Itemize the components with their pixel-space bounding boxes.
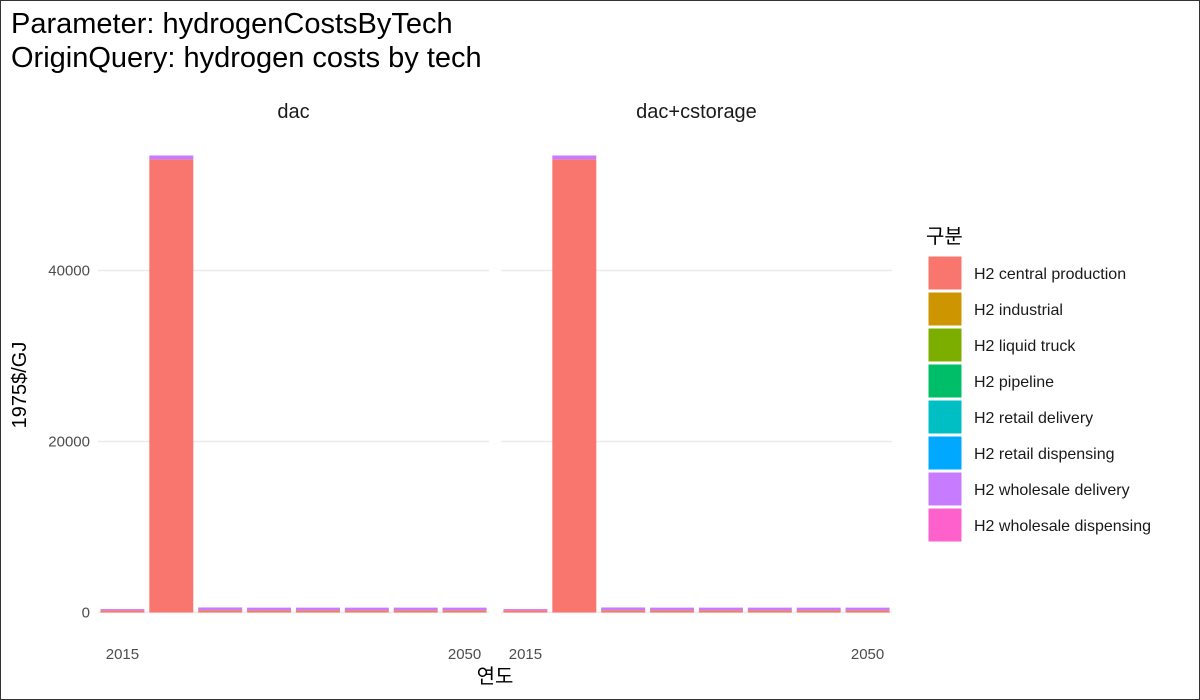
legend-key-h2-retail-dispensing	[927, 435, 963, 471]
x-tick-1-2050: 2050	[851, 646, 884, 663]
bar-0-2015-h2-wholesale-delivery	[100, 609, 145, 611]
bar-0-2035-h2-wholesale-delivery	[295, 607, 340, 611]
bar-1-2035-h2-wholesale-delivery	[698, 607, 743, 611]
legend-key-h2-liquid-truck	[927, 327, 963, 363]
bar-0-2020-h2-wholesale-delivery	[149, 155, 194, 160]
bar-0-2040-h2-wholesale-delivery	[344, 607, 389, 611]
bar-1-2025-h2-central-production	[601, 610, 646, 613]
chart-title-line-1: Parameter: hydrogenCostsByTech	[11, 8, 453, 40]
y-tick-20000: 20000	[48, 434, 90, 451]
facet-label-0: dac	[277, 101, 309, 123]
legend-key-h2-wholesale-dispensing	[927, 507, 963, 543]
bar-1-2045-h2-central-production	[796, 610, 841, 613]
bar-0-2040-h2-central-production	[344, 610, 389, 613]
bar-1-2025-h2-industrial	[601, 610, 646, 611]
y-tick-0: 0	[82, 605, 90, 622]
bar-0-2050-h2-wholesale-delivery	[442, 607, 487, 611]
bar-1-2035-h2-industrial	[698, 610, 743, 611]
bar-1-2025-h2-wholesale-delivery	[601, 607, 646, 611]
legend-label-h2-liquid-truck: H2 liquid truck	[974, 338, 1076, 355]
bar-1-2030-h2-industrial	[650, 610, 695, 611]
bar-1-2050-h2-industrial	[845, 610, 890, 611]
bar-1-2015-h2-central-production	[503, 610, 548, 613]
legend-label-h2-wholesale-dispensing: H2 wholesale dispensing	[974, 518, 1151, 535]
y-axis-title: 1975$/GJ	[9, 342, 31, 429]
bar-0-2030-h2-wholesale-delivery	[247, 607, 292, 611]
legend-label-h2-central-production: H2 central production	[974, 266, 1126, 283]
bar-0-2025-h2-industrial	[198, 610, 243, 611]
y-tick-40000: 40000	[48, 263, 90, 280]
legend-label-h2-industrial: H2 industrial	[974, 302, 1063, 319]
legend-label-h2-retail-dispensing: H2 retail dispensing	[974, 446, 1115, 463]
bar-0-2035-h2-central-production	[295, 610, 340, 613]
bar-1-2030-h2-central-production	[650, 610, 695, 613]
x-tick-1-2015: 2015	[509, 646, 542, 663]
bar-1-2040-h2-central-production	[747, 610, 792, 613]
legend-label-h2-wholesale-delivery: H2 wholesale delivery	[974, 482, 1130, 499]
legend-title: 구분	[926, 224, 963, 248]
bar-1-2015-h2-wholesale-delivery	[503, 609, 548, 611]
bar-0-2040-h2-industrial	[344, 610, 389, 611]
legend-label-h2-pipeline: H2 pipeline	[974, 374, 1054, 391]
legend-key-h2-central-production	[927, 255, 963, 291]
bar-1-2035-h2-central-production	[698, 610, 743, 613]
bar-1-2045-h2-wholesale-delivery	[796, 607, 841, 611]
x-axis-title: 연도	[477, 665, 514, 688]
bar-0-2050-h2-central-production	[442, 610, 487, 613]
legend-key-h2-industrial	[927, 291, 963, 327]
bar-0-2050-h2-industrial	[442, 610, 487, 611]
facet-label-1: dac+cstorage	[636, 101, 757, 123]
bar-1-2050-h2-wholesale-delivery	[845, 607, 890, 611]
bar-1-2050-h2-central-production	[845, 610, 890, 613]
bar-0-2020-h2-central-production	[149, 159, 194, 613]
chart-title-line-2: OriginQuery: hydrogen costs by tech	[11, 42, 482, 74]
legend-label-h2-retail-delivery: H2 retail delivery	[974, 410, 1093, 427]
bar-0-2030-h2-central-production	[247, 610, 292, 613]
x-tick-0-2050: 2050	[448, 646, 481, 663]
bar-0-2015-h2-central-production	[100, 610, 145, 613]
bar-1-2045-h2-industrial	[796, 610, 841, 611]
bar-1-2040-h2-industrial	[747, 610, 792, 611]
bar-0-2045-h2-central-production	[393, 610, 438, 613]
bar-1-2020-h2-central-production	[552, 159, 597, 613]
bar-0-2035-h2-industrial	[295, 610, 340, 611]
legend-key-h2-retail-delivery	[927, 399, 963, 435]
bar-0-2025-h2-central-production	[198, 610, 243, 613]
bar-0-2030-h2-industrial	[247, 610, 292, 611]
x-tick-0-2015: 2015	[106, 646, 139, 663]
legend-key-h2-pipeline	[927, 363, 963, 399]
bar-1-2020-h2-wholesale-delivery	[552, 155, 597, 160]
bar-0-2045-h2-wholesale-delivery	[393, 607, 438, 611]
bar-1-2040-h2-wholesale-delivery	[747, 607, 792, 611]
bar-0-2025-h2-wholesale-delivery	[198, 607, 243, 611]
chart-title: Parameter: hydrogenCostsByTech OriginQue…	[11, 7, 482, 75]
legend-key-h2-wholesale-delivery	[927, 471, 963, 507]
bar-0-2045-h2-industrial	[393, 610, 438, 611]
bar-1-2030-h2-wholesale-delivery	[650, 607, 695, 611]
